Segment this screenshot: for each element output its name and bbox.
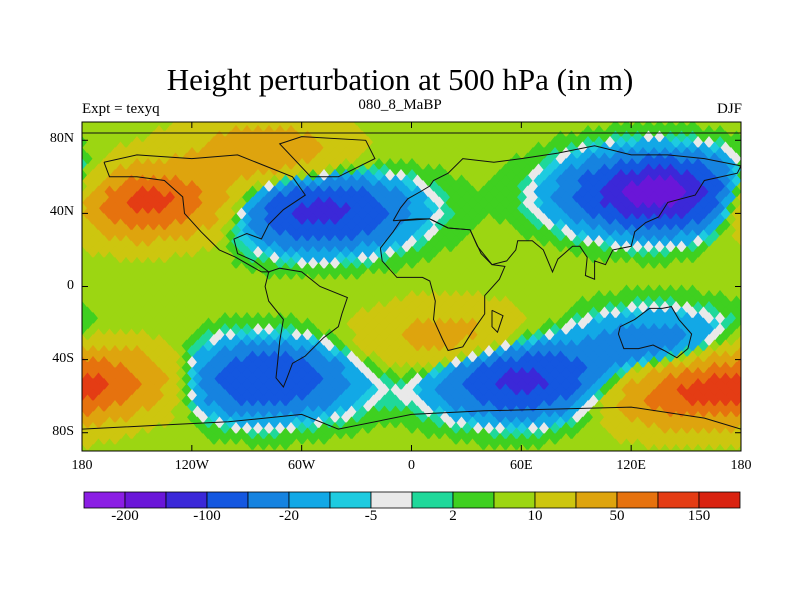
colorbar-box xyxy=(534,491,577,509)
lon-label: 60W xyxy=(288,458,316,473)
colorbar-box xyxy=(124,491,167,509)
lon-label: 0 xyxy=(408,458,415,473)
colorbar-label: -200 xyxy=(111,508,139,524)
lat-label: 80S xyxy=(52,423,74,439)
lat-label: 0 xyxy=(67,277,74,293)
coastline-0 xyxy=(103,154,307,273)
lon-label: 180 xyxy=(71,458,93,473)
colorbar-label: 150 xyxy=(687,508,711,524)
colorbar-box xyxy=(165,491,208,509)
lat-label: 80N xyxy=(49,131,74,147)
lon-label: 60E xyxy=(510,458,533,473)
season-label: DJF xyxy=(716,101,742,117)
coastline-6 xyxy=(278,136,376,178)
colorbar-label: 10 xyxy=(527,508,543,524)
colorbar-label: -100 xyxy=(193,508,221,524)
colorbar-box xyxy=(616,491,659,509)
coastline-3 xyxy=(379,218,506,352)
colorbar-box xyxy=(329,491,372,509)
colorbar-label: 50 xyxy=(609,508,625,524)
lat-label: 40S xyxy=(52,350,74,366)
colorbar-box xyxy=(206,491,249,509)
colorbar-box xyxy=(657,491,700,509)
experiment-label: Expt = texyq xyxy=(82,101,160,117)
coastlines xyxy=(82,132,741,430)
colorbar-box xyxy=(575,491,618,509)
height-field xyxy=(82,122,741,451)
colorbar-box xyxy=(493,491,536,509)
colorbar-label: 2 xyxy=(449,508,457,524)
colorbar xyxy=(83,491,741,509)
colorbar-box xyxy=(698,491,741,509)
colorbar-box xyxy=(83,491,126,509)
colorbar-box xyxy=(452,491,495,509)
lat-label: 40N xyxy=(49,204,74,220)
colorbar-box xyxy=(247,491,290,509)
colorbar-box xyxy=(411,491,454,509)
tick-marks xyxy=(81,122,742,451)
lon-label: 120W xyxy=(174,458,209,473)
coastline-4 xyxy=(617,306,693,359)
colorbar-label: -20 xyxy=(279,508,299,524)
coastline-5 xyxy=(82,406,741,430)
coastline-7 xyxy=(491,309,504,334)
colorbar-label: -5 xyxy=(364,508,378,524)
period-label: 080_8_MaBP xyxy=(358,97,442,113)
coastline-1 xyxy=(264,267,349,388)
plot-title: Height perturbation at 500 hPa (in m) xyxy=(166,62,634,97)
coastline-2 xyxy=(392,145,741,280)
colorbar-box xyxy=(370,491,413,509)
lon-label: 120E xyxy=(616,458,646,473)
lon-label: 180 xyxy=(730,458,752,473)
colorbar-box xyxy=(288,491,331,509)
